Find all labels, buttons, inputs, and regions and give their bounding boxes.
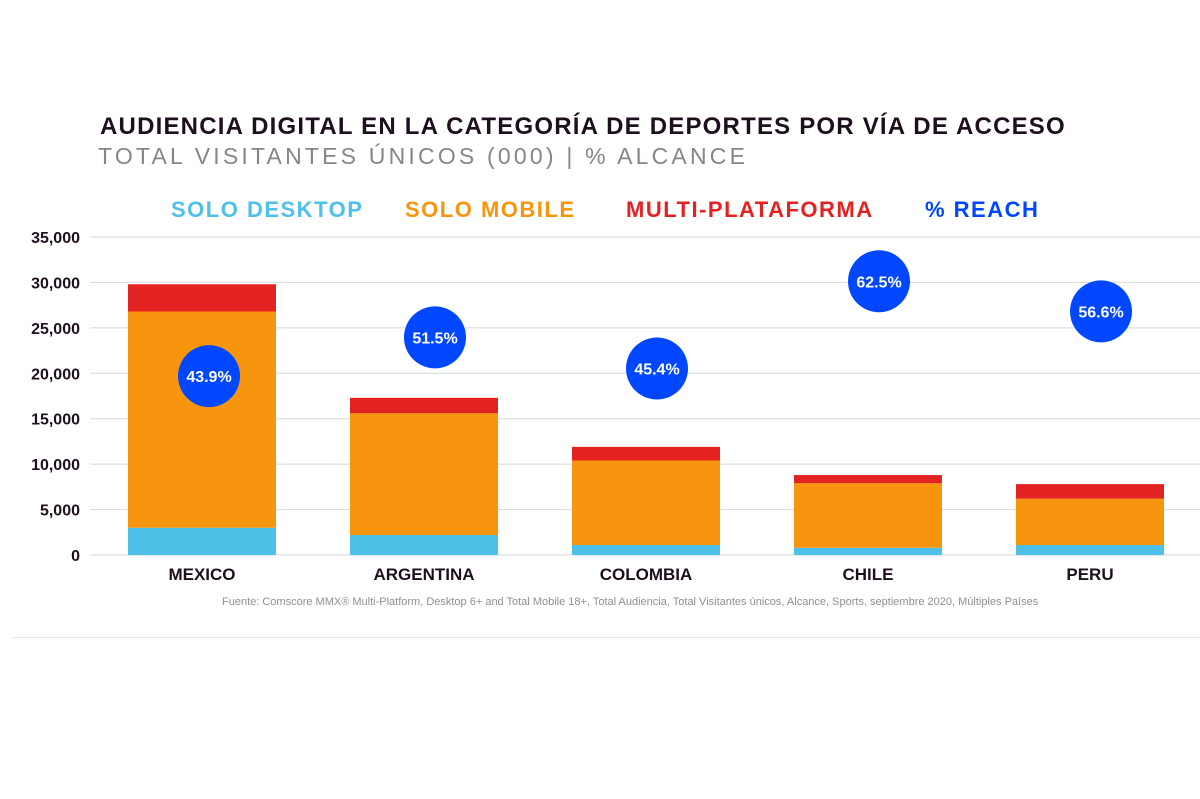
bar-segment xyxy=(1016,498,1164,546)
reach-bubble xyxy=(404,306,466,369)
reach-bubble xyxy=(848,250,910,313)
bar-segment xyxy=(128,284,276,312)
bar-segment xyxy=(1016,484,1164,499)
reach-label: 43.9% xyxy=(186,369,231,386)
bar-segment xyxy=(794,547,942,555)
bar-segment xyxy=(350,413,498,536)
legend-solo-desktop: SOLO DESKTOP xyxy=(171,197,364,222)
y-tick-label: 25,000 xyxy=(31,321,80,338)
legend-multi-plataforma: MULTI-PLATAFORMA xyxy=(626,197,874,222)
y-tick-label: 20,000 xyxy=(31,366,80,383)
x-tick-label: MEXICO xyxy=(168,565,235,584)
x-tick-label: COLOMBIA xyxy=(600,565,693,584)
legend-solo-mobile: SOLO MOBILE xyxy=(405,197,576,222)
reach-label: 62.5% xyxy=(856,274,901,291)
bar-segment xyxy=(572,446,720,461)
y-tick-label: 0 xyxy=(71,548,80,565)
y-tick-label: 30,000 xyxy=(31,275,80,292)
chart-subtitle: TOTAL VISITANTES ÚNICOS (000) | % ALCANC… xyxy=(98,143,749,169)
reach-bubble xyxy=(1070,280,1132,343)
chart-title: AUDIENCIA DIGITAL EN LA CATEGORÍA DE DEP… xyxy=(100,113,1066,140)
y-tick-label: 10,000 xyxy=(31,457,80,474)
legend-reach: % REACH xyxy=(925,197,1040,222)
reach-label: 56.6% xyxy=(1078,304,1123,321)
y-tick-label: 35,000 xyxy=(31,230,80,247)
bar-segment xyxy=(128,527,276,555)
y-tick-label: 5,000 xyxy=(40,503,80,520)
bar-segment xyxy=(794,483,942,548)
reach-label: 51.5% xyxy=(412,330,457,347)
reach-bubble xyxy=(626,337,688,400)
bar-segment xyxy=(572,545,720,555)
x-tick-label: PERU xyxy=(1066,565,1113,584)
divider-line xyxy=(12,637,1200,638)
bar-segment xyxy=(350,535,498,555)
bar-segment xyxy=(350,397,498,414)
y-tick-label: 15,000 xyxy=(31,412,80,429)
bar-segment xyxy=(572,460,720,546)
x-tick-label: CHILE xyxy=(843,565,894,584)
reach-bubble xyxy=(178,345,240,408)
reach-label: 45.4% xyxy=(634,361,679,378)
x-tick-label: ARGENTINA xyxy=(373,565,474,584)
bar-segment xyxy=(128,311,276,528)
bar-segment xyxy=(794,475,942,484)
bar-segment xyxy=(1016,545,1164,555)
source-note: Fuente: Comscore MMX® Multi-Platform, De… xyxy=(222,596,1039,608)
